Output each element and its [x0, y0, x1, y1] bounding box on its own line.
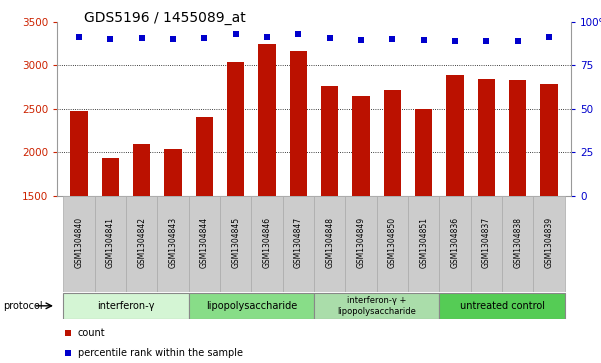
Text: GSM1304843: GSM1304843 — [168, 217, 177, 268]
Text: GSM1304836: GSM1304836 — [451, 217, 460, 268]
Text: GSM1304850: GSM1304850 — [388, 217, 397, 268]
Text: GSM1304847: GSM1304847 — [294, 217, 303, 268]
Bar — [220, 196, 251, 292]
Text: GSM1304846: GSM1304846 — [263, 217, 272, 268]
Text: GSM1304845: GSM1304845 — [231, 217, 240, 268]
Bar — [383, 90, 401, 327]
Text: interferon-γ: interferon-γ — [97, 301, 155, 311]
Text: lipopolysaccharide: lipopolysaccharide — [206, 301, 297, 311]
Bar — [251, 196, 282, 292]
Bar — [509, 80, 526, 327]
Bar — [502, 196, 533, 292]
Bar — [133, 144, 150, 327]
Bar — [321, 86, 338, 327]
Text: GSM1304837: GSM1304837 — [482, 217, 491, 268]
Bar — [227, 62, 245, 327]
Bar — [290, 52, 307, 327]
Text: GSM1304842: GSM1304842 — [137, 217, 146, 268]
Text: GSM1304838: GSM1304838 — [513, 217, 522, 268]
Text: GDS5196 / 1455089_at: GDS5196 / 1455089_at — [84, 11, 246, 25]
Text: interferon-γ +
lipopolysaccharide: interferon-γ + lipopolysaccharide — [337, 296, 416, 315]
Bar — [439, 293, 565, 319]
Text: GSM1304841: GSM1304841 — [106, 217, 115, 268]
Bar — [439, 196, 471, 292]
Bar — [102, 158, 119, 327]
Bar — [478, 79, 495, 327]
Bar — [258, 44, 276, 327]
Text: GSM1304849: GSM1304849 — [356, 217, 365, 268]
Bar — [533, 196, 565, 292]
Bar — [189, 293, 314, 319]
Bar — [540, 83, 558, 327]
Bar — [377, 196, 408, 292]
Text: count: count — [78, 328, 106, 338]
Text: GSM1304844: GSM1304844 — [200, 217, 209, 268]
Bar — [282, 196, 314, 292]
Bar — [63, 293, 189, 319]
Bar — [165, 149, 182, 327]
Text: GSM1304851: GSM1304851 — [419, 217, 428, 268]
Text: GSM1304848: GSM1304848 — [325, 217, 334, 268]
Bar — [314, 196, 346, 292]
Bar — [157, 196, 189, 292]
Bar — [314, 293, 439, 319]
Bar — [408, 196, 439, 292]
Text: percentile rank within the sample: percentile rank within the sample — [78, 348, 243, 358]
Bar — [63, 196, 95, 292]
Bar — [189, 196, 220, 292]
Bar — [346, 196, 377, 292]
Bar — [447, 75, 463, 327]
Bar — [95, 196, 126, 292]
Bar — [471, 196, 502, 292]
Bar — [415, 109, 432, 327]
Text: untreated control: untreated control — [460, 301, 545, 311]
Text: protocol: protocol — [3, 301, 43, 311]
Text: GSM1304840: GSM1304840 — [75, 217, 84, 268]
Bar — [70, 111, 88, 327]
Bar — [196, 117, 213, 327]
Bar — [352, 96, 370, 327]
Bar — [126, 196, 157, 292]
Text: GSM1304839: GSM1304839 — [545, 217, 554, 268]
